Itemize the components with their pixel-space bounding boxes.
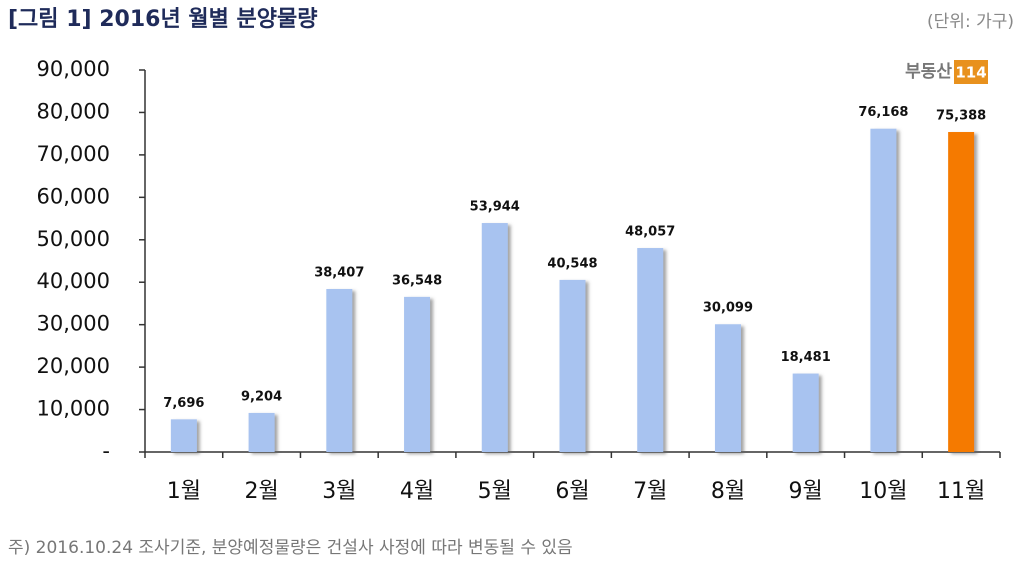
bar bbox=[870, 128, 897, 452]
bar bbox=[559, 279, 586, 452]
x-tick-label: 4월 bbox=[400, 479, 434, 504]
bar bbox=[792, 373, 819, 452]
x-tick-label: 2월 bbox=[244, 479, 278, 504]
y-tick-label: - bbox=[102, 439, 110, 463]
bar bbox=[326, 288, 353, 452]
x-tick-label: 10월 bbox=[859, 479, 907, 504]
value-label: 9,204 bbox=[241, 389, 282, 404]
x-tick-label: 5월 bbox=[478, 479, 512, 504]
value-label: 36,548 bbox=[392, 273, 442, 288]
x-tick-label: 11월 bbox=[937, 479, 985, 504]
y-tick-label: 40,000 bbox=[37, 269, 110, 293]
logo-text: 부동산 bbox=[905, 62, 952, 82]
x-tick-label: 3월 bbox=[322, 479, 356, 504]
value-label: 7,696 bbox=[163, 396, 204, 411]
bar bbox=[948, 132, 975, 452]
value-label: 76,168 bbox=[858, 105, 908, 120]
value-label: 30,099 bbox=[703, 301, 753, 316]
value-label: 53,944 bbox=[470, 200, 520, 215]
bar bbox=[714, 324, 741, 452]
y-tick-label: 90,000 bbox=[37, 57, 110, 81]
y-tick-label: 10,000 bbox=[37, 397, 110, 421]
logo-badge: 114 bbox=[955, 64, 986, 82]
y-tick-label: 60,000 bbox=[37, 184, 110, 208]
bar bbox=[404, 296, 431, 452]
y-tick-label: 70,000 bbox=[37, 142, 110, 166]
value-label: 48,057 bbox=[625, 225, 675, 240]
y-tick-label: 20,000 bbox=[37, 354, 110, 378]
y-tick-label: 30,000 bbox=[37, 312, 110, 336]
footnote: 주) 2016.10.24 조사기준, 분양예정물량은 건설사 사정에 따라 변… bbox=[8, 538, 573, 558]
x-tick-label: 8월 bbox=[711, 479, 745, 504]
x-tick-label: 1월 bbox=[167, 479, 201, 504]
x-tick-label: 6월 bbox=[555, 479, 589, 504]
value-label: 38,407 bbox=[314, 265, 364, 280]
x-tick-label: 9월 bbox=[789, 479, 823, 504]
bar bbox=[481, 223, 508, 452]
y-tick-label: 50,000 bbox=[37, 227, 110, 251]
bar bbox=[248, 412, 275, 452]
value-label: 18,481 bbox=[781, 350, 831, 365]
bar bbox=[637, 248, 664, 452]
unit-label: (단위: 가구) bbox=[927, 12, 1014, 32]
value-label: 75,388 bbox=[936, 109, 986, 124]
y-tick-label: 80,000 bbox=[37, 99, 110, 123]
bar bbox=[170, 419, 197, 452]
x-tick-label: 7월 bbox=[633, 479, 667, 504]
logo-badge-box bbox=[954, 60, 988, 84]
chart-title: [그림 1] 2016년 월별 분양물량 bbox=[8, 7, 317, 32]
value-label: 40,548 bbox=[547, 256, 597, 271]
